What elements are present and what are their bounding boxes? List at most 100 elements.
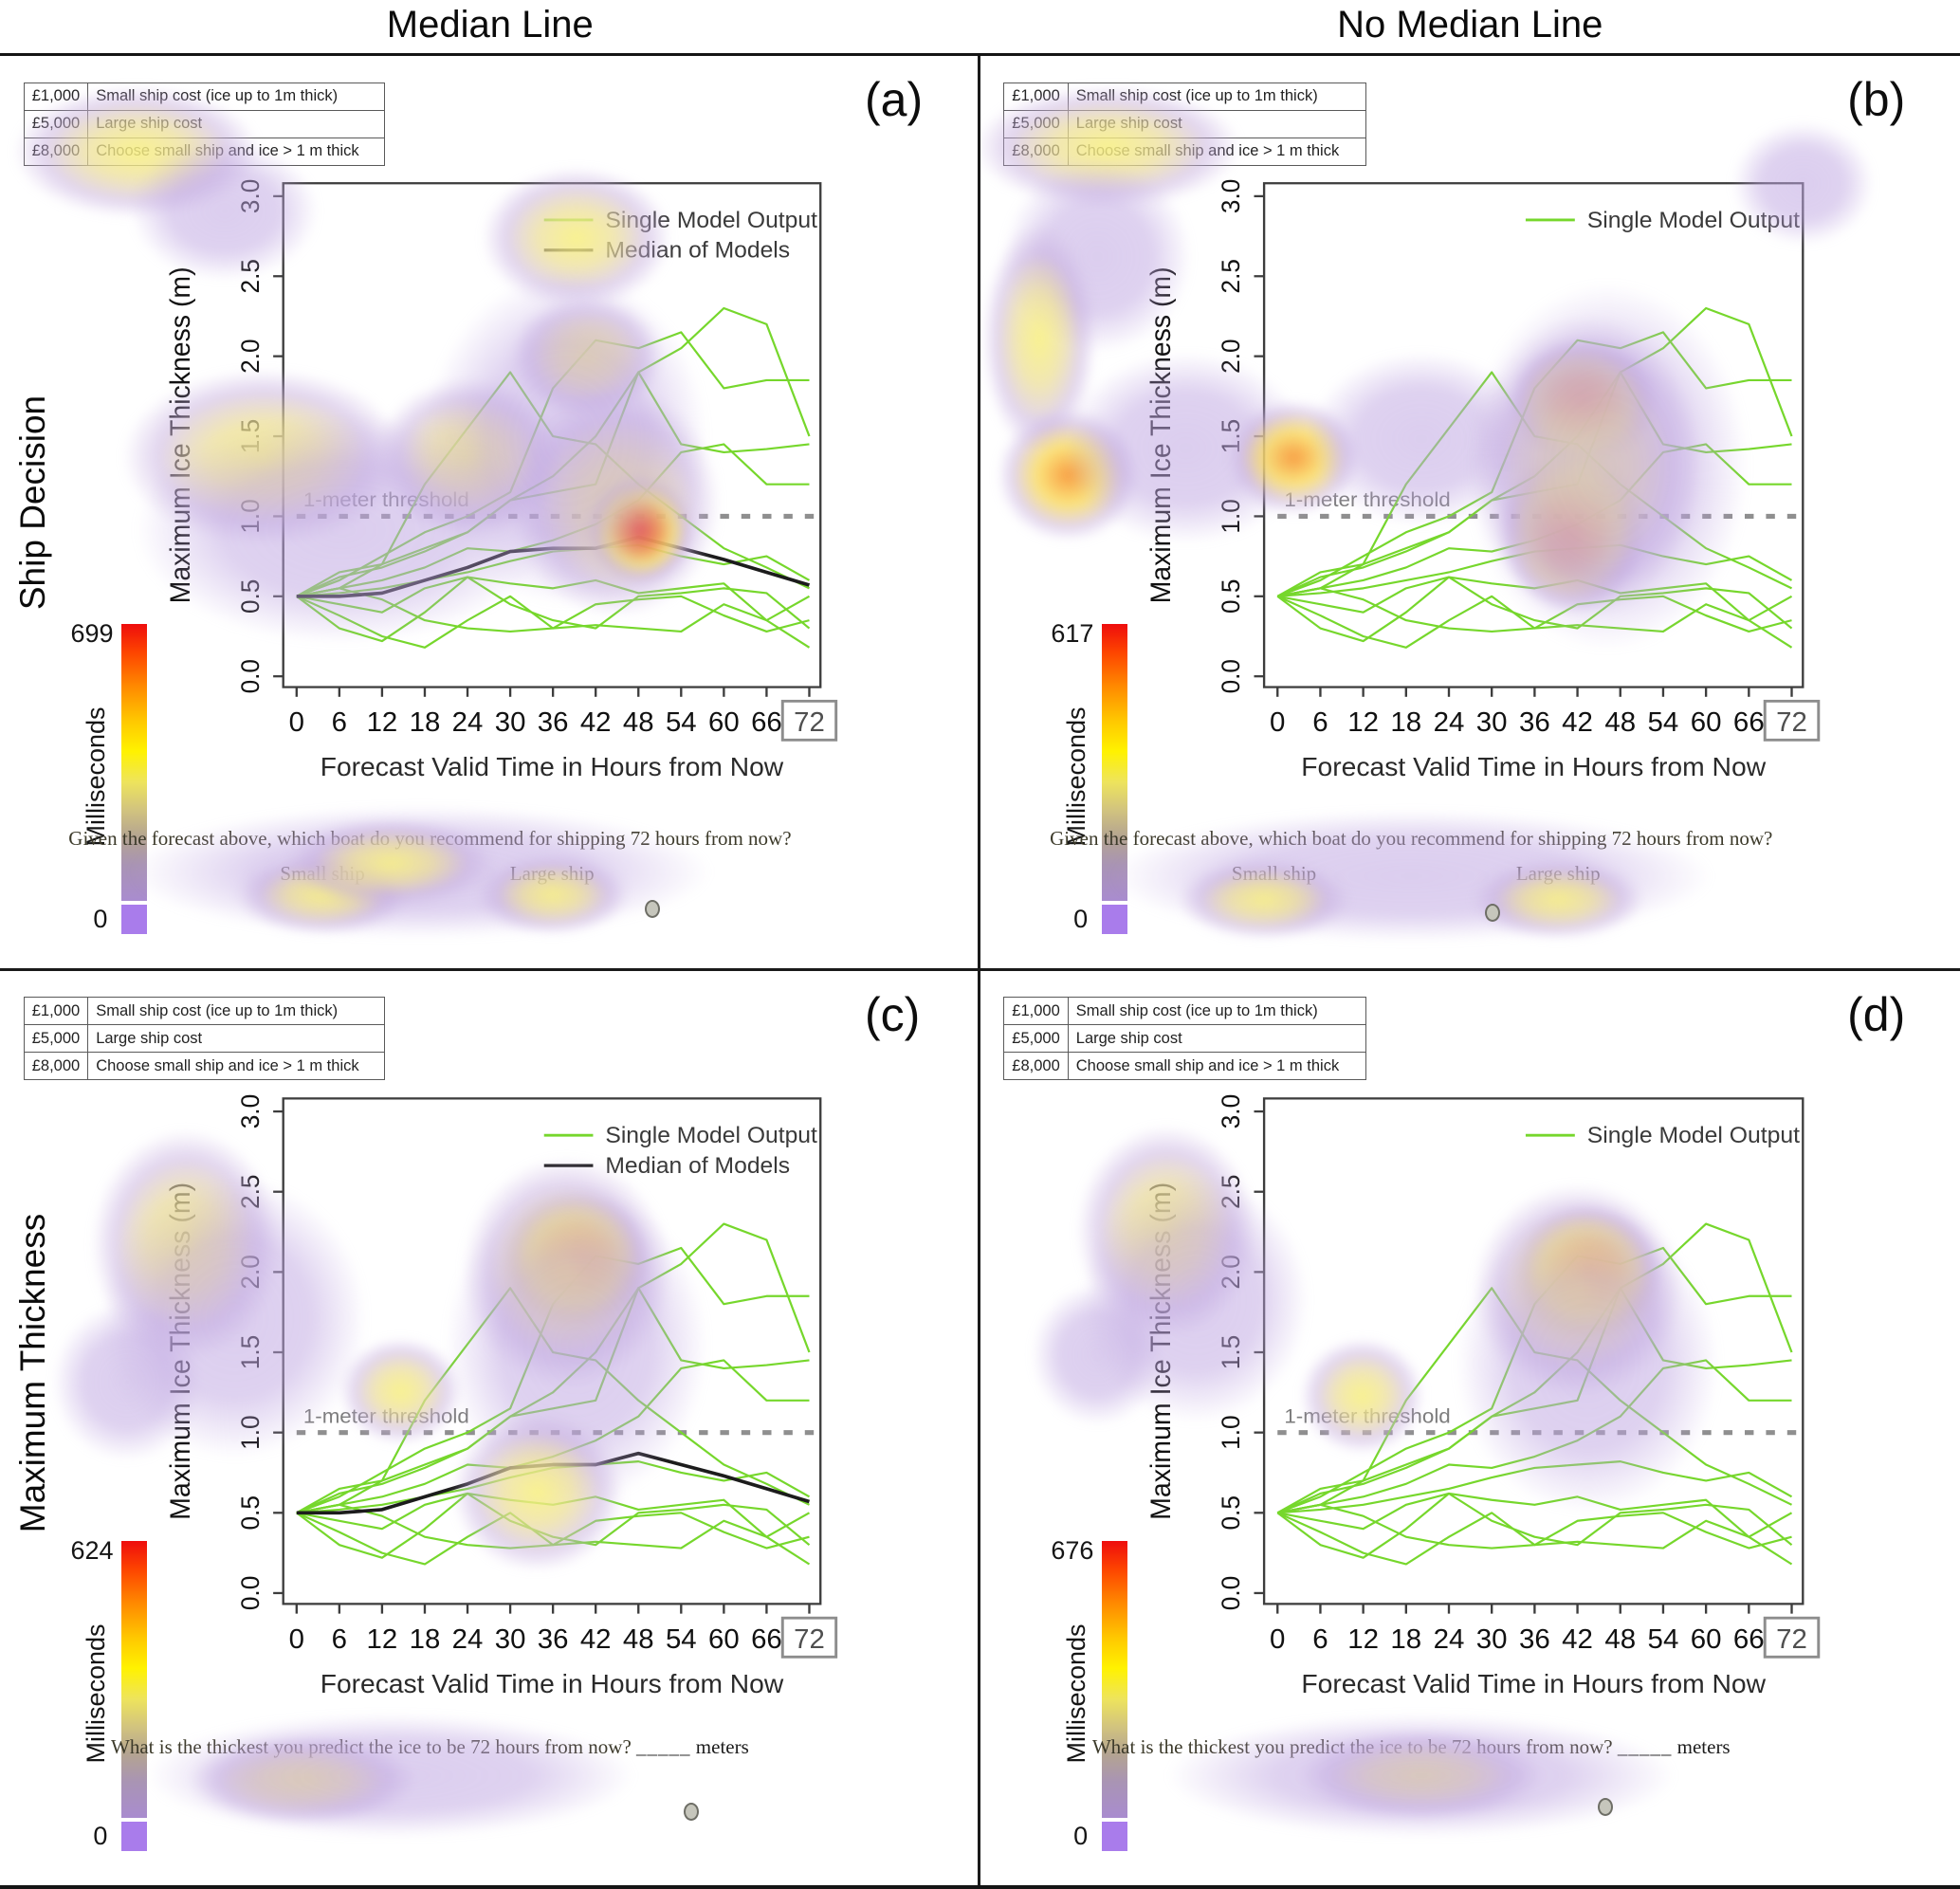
panel-a-ship-decision-median: Ship Decision £1,000 Small ship cost (ice… <box>0 56 980 971</box>
ice-forecast-chart: 0.0 0.5 1.0 1.5 2.0 2.5 3.0 Maximum Ice Thickne… <box>1145 179 1820 781</box>
svg-text:54: 54 <box>1647 1625 1678 1655</box>
cost-price: £8,000 <box>1003 137 1069 166</box>
cost-description: Choose small ship and ice > 1 m thick <box>87 1052 385 1081</box>
heat-blob <box>980 220 1098 458</box>
colorbar-axis-label: Milliseconds <box>1062 706 1091 847</box>
dwell-time-colorbar: 617 Milliseconds 0 <box>1036 619 1134 934</box>
svg-text:6: 6 <box>331 708 346 738</box>
svg-text:18: 18 <box>1390 1625 1421 1655</box>
svg-text:54: 54 <box>666 1625 697 1656</box>
svg-text:12: 12 <box>1347 708 1379 738</box>
svg-text:3.0: 3.0 <box>235 1094 264 1128</box>
colorbar-gradient <box>1101 1540 1127 1852</box>
svg-text:1-meter threshold: 1-meter threshold <box>1284 488 1450 512</box>
ice-forecast-chart: 0.0 0.5 1.0 1.5 2.0 2.5 3.0 Maximum Ice Thickne… <box>165 179 837 781</box>
answer-unit: meters <box>1676 1734 1731 1758</box>
svg-text:54: 54 <box>1647 708 1678 738</box>
svg-text:1-meter threshold: 1-meter threshold <box>1284 1404 1450 1428</box>
svg-text:48: 48 <box>623 1625 654 1656</box>
svg-text:1.0: 1.0 <box>235 1416 264 1450</box>
svg-text:1.0: 1.0 <box>1216 500 1245 534</box>
option-large-ship: Large ship <box>509 861 595 885</box>
cost-description: Large ship cost <box>87 109 385 138</box>
cost-price: £5,000 <box>23 1024 89 1054</box>
svg-text:60: 60 <box>1690 1625 1721 1655</box>
cost-description: Small ship cost (ice up to 1m thick) <box>87 82 385 111</box>
answer-blank: _____ <box>1617 1734 1673 1758</box>
option-small-ship: Small ship <box>1231 861 1317 885</box>
cost-price: £5,000 <box>23 109 89 138</box>
dwell-time-colorbar: 676 Milliseconds 0 <box>1036 1536 1134 1852</box>
svg-text:36: 36 <box>538 1625 569 1656</box>
colorbar-max-value: 624 <box>70 1535 114 1565</box>
svg-text:36: 36 <box>538 708 569 738</box>
svg-text:Forecast Valid Time in Hours f: Forecast Valid Time in Hours from Now <box>1301 753 1767 781</box>
colorbar-min-value: 0 <box>1073 904 1089 933</box>
colorbar-gradient <box>1101 624 1127 934</box>
svg-text:1-meter threshold: 1-meter threshold <box>303 1404 469 1428</box>
thickness-question-text: What is the thickest you predict the ice… <box>111 1734 749 1758</box>
cost-table-row: £5,000 Large ship cost <box>1003 109 1366 138</box>
colorbar-gradient <box>120 1540 147 1852</box>
cost-description: Large ship cost <box>87 1024 385 1054</box>
svg-text:0.5: 0.5 <box>1216 579 1245 614</box>
cost-table-row: £1,000 Small ship cost (ice up to 1m thic… <box>1003 82 1366 111</box>
answer-unit: meters <box>695 1734 749 1758</box>
svg-text:Single Model Output: Single Model Output <box>605 209 817 234</box>
answer-blank: _____ <box>636 1734 691 1758</box>
svg-text:2.5: 2.5 <box>235 1175 264 1209</box>
svg-text:1.5: 1.5 <box>235 1335 264 1369</box>
svg-text:Single Model Output: Single Model Output <box>1586 209 1799 234</box>
heat-blob <box>995 407 1143 544</box>
dwell-time-colorbar: 624 Milliseconds 0 <box>57 1536 155 1852</box>
svg-text:30: 30 <box>1475 1625 1507 1655</box>
svg-text:66: 66 <box>751 1625 782 1656</box>
ship-cost-table: £1,000 Small ship cost (ice up to 1m thic… <box>23 997 385 1081</box>
svg-text:1.5: 1.5 <box>1216 1335 1244 1369</box>
panel-label-d: (d) <box>1847 987 1906 1041</box>
svg-text:6: 6 <box>1312 1625 1328 1655</box>
svg-text:6: 6 <box>331 1625 346 1656</box>
svg-text:30: 30 <box>494 708 525 738</box>
svg-text:60: 60 <box>708 1625 740 1656</box>
svg-text:Maximum Ice Thickness (m): Maximum Ice Thickness (m) <box>1145 1183 1177 1520</box>
svg-text:72: 72 <box>1776 708 1807 738</box>
cost-table-row: £8,000 Choose small ship and ice > 1 m th… <box>23 1052 385 1081</box>
colorbar-axis-label: Milliseconds <box>82 1623 111 1764</box>
cost-price: £1,000 <box>23 82 89 111</box>
colorbar-max-value: 617 <box>1051 619 1094 649</box>
column-title-no-median-line: No Median Line <box>1337 4 1603 46</box>
svg-text:Median of Models: Median of Models <box>605 1154 790 1180</box>
svg-text:42: 42 <box>1562 1625 1593 1655</box>
svg-text:36: 36 <box>1519 708 1550 738</box>
svg-text:18: 18 <box>409 708 440 738</box>
svg-text:1.0: 1.0 <box>1216 1416 1244 1450</box>
svg-text:0.0: 0.0 <box>1216 659 1245 693</box>
svg-text:Single Model Output: Single Model Output <box>1586 1124 1799 1149</box>
cost-price: £5,000 <box>1003 109 1069 138</box>
colorbar-axis-label: Milliseconds <box>82 706 111 847</box>
heat-blob <box>1156 1711 1686 1840</box>
svg-text:Maximum Ice Thickness (m): Maximum Ice Thickness (m) <box>165 267 196 604</box>
heat-blob <box>117 803 724 941</box>
cost-price: £8,000 <box>23 1052 89 1081</box>
svg-text:24: 24 <box>1433 708 1464 738</box>
svg-text:0: 0 <box>288 1625 303 1656</box>
svg-text:0.5: 0.5 <box>1216 1495 1244 1530</box>
svg-text:2.0: 2.0 <box>1216 339 1245 374</box>
row-label-maximum-thickness: Maximum Thickness <box>13 1213 53 1533</box>
svg-text:12: 12 <box>366 1625 397 1656</box>
cost-description: Small ship cost (ice up to 1m thick) <box>1067 997 1366 1026</box>
svg-text:36: 36 <box>1519 1625 1550 1655</box>
svg-text:0: 0 <box>1270 1625 1285 1655</box>
svg-text:48: 48 <box>623 708 654 738</box>
thickness-question-text: What is the thickest you predict the ice… <box>1091 1734 1731 1758</box>
svg-text:Maximum Ice Thickness (m): Maximum Ice Thickness (m) <box>1145 267 1177 604</box>
cost-table-row: £8,000 Choose small ship and ice > 1 m th… <box>1003 1052 1366 1081</box>
svg-text:66: 66 <box>751 708 782 738</box>
option-large-ship: Large ship <box>1515 861 1601 885</box>
svg-text:1-meter threshold: 1-meter threshold <box>303 488 469 512</box>
panel-label-c: (c) <box>864 987 921 1041</box>
svg-text:48: 48 <box>1604 708 1636 738</box>
